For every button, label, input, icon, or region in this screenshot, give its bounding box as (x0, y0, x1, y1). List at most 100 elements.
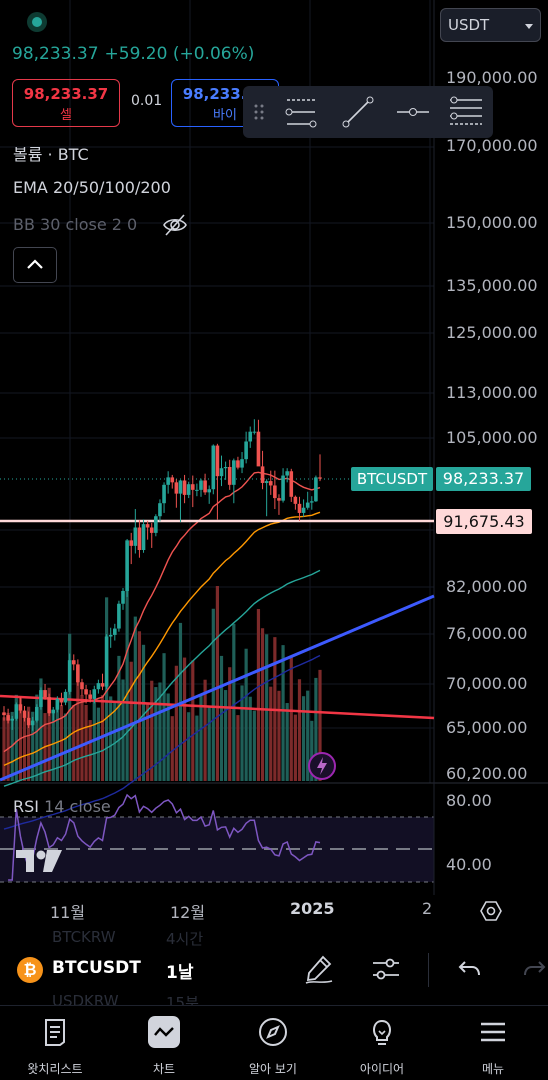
nav-item-menu[interactable]: 메뉴 (438, 1006, 548, 1080)
volume-bar (31, 711, 35, 781)
collapse-legend-button[interactable] (13, 247, 57, 283)
candle (256, 419, 261, 467)
volume-bar (117, 655, 121, 781)
nav-item-watchlist[interactable]: 왓치리스트 (0, 1006, 110, 1080)
price-tick: 113,000.00 (446, 383, 538, 402)
price-tick: 135,000.00 (446, 276, 538, 295)
menu-icon (481, 1022, 505, 1042)
eye-off-icon[interactable] (161, 211, 189, 239)
undo-icon[interactable] (452, 953, 484, 985)
price-chart[interactable] (0, 0, 548, 895)
sell-label: 셀 (60, 108, 72, 123)
interval-button[interactable]: 1날 (166, 963, 194, 983)
volume-bar (125, 589, 129, 781)
ticker-label: BTCUSDT (351, 467, 433, 491)
drag-handle-icon[interactable] (253, 102, 265, 122)
rsi-legend[interactable]: RSI 14 close (13, 797, 111, 816)
ghost-symbol: BTCKRW (52, 928, 116, 946)
bb-legend[interactable]: BB 30 close 2 0 (13, 215, 138, 234)
nav-label: 차트 (152, 1062, 176, 1076)
sell-button[interactable]: 98,233.37 셀 (12, 79, 120, 127)
indicators-sliders-icon[interactable] (370, 953, 402, 985)
candle (6, 708, 10, 724)
volume-bar (240, 685, 244, 781)
nav-item-chart[interactable]: 차트 (109, 1006, 219, 1080)
volume-bar (174, 665, 178, 781)
volume-bar (170, 716, 174, 781)
volume-bar (137, 631, 142, 781)
volume-bar (109, 696, 113, 781)
candle (223, 461, 228, 480)
candle (71, 654, 76, 671)
currency-select[interactable]: USDT (440, 8, 541, 42)
candle (195, 483, 199, 497)
rsi-tick: 80.00 (446, 791, 492, 810)
candle (178, 479, 183, 523)
chevron-up-icon (27, 259, 43, 269)
drawing-pen-icon[interactable] (303, 953, 335, 985)
lightning-icon[interactable] (307, 751, 337, 781)
symbol-search-button[interactable]: BTCUSDT (52, 958, 141, 978)
price-tick: 60,200.00 (446, 764, 528, 783)
candle (240, 452, 244, 474)
last-price-label: 98,233.37 (436, 467, 531, 491)
candle (76, 659, 80, 686)
candle (30, 716, 35, 731)
volume-bar (232, 623, 236, 781)
candle (289, 468, 294, 502)
volume-bar (51, 712, 55, 781)
candle (268, 470, 273, 495)
candle (121, 588, 125, 610)
volume-bar (141, 644, 146, 781)
volume-bar (121, 679, 125, 781)
chevron-down-icon (525, 24, 533, 29)
candle (281, 468, 285, 503)
volume-bar (248, 696, 252, 781)
volume-bar (88, 720, 92, 781)
candle (35, 704, 39, 723)
time-label: 2025 (290, 899, 335, 918)
trend-line-tool-icon[interactable] (338, 94, 378, 130)
volume-bar (182, 657, 187, 781)
ema-100-line (3, 569, 321, 787)
chart-settings-icon[interactable] (479, 899, 503, 923)
fib-retracement-tool-icon[interactable] (446, 94, 486, 130)
price-tick: 150,000.00 (446, 213, 538, 232)
candle (149, 522, 154, 548)
volume-bar (244, 648, 248, 781)
horizontal-line-price-label[interactable]: 91,675.43 (436, 509, 532, 534)
time-label: 2 (422, 899, 433, 918)
candle (113, 623, 117, 641)
candle (43, 684, 47, 700)
candle (137, 520, 142, 558)
candle (84, 684, 88, 704)
redo-icon[interactable] (520, 953, 548, 985)
nav-item-explore[interactable]: 알아 보기 (218, 1006, 328, 1080)
chart-area[interactable]: 98,233.37 +59.20 (+0.06%) 98,233.37 셀 0.0… (0, 0, 548, 922)
ema-legend[interactable]: EMA 20/50/100/200 (13, 178, 171, 197)
candle (92, 685, 97, 704)
volume-bar (59, 705, 64, 781)
volume-bar (22, 714, 27, 781)
volume-bar (285, 703, 289, 781)
price-tick: 76,000.00 (446, 624, 528, 643)
horizontal-line-tool-icon[interactable] (393, 94, 433, 130)
volume-bar (199, 694, 203, 781)
volume-bar (252, 710, 256, 781)
candle (309, 496, 314, 510)
ema-20-line (3, 471, 321, 753)
candle (145, 520, 150, 540)
volume-legend[interactable]: 볼륨 · BTC (13, 145, 89, 164)
volume-bar (63, 713, 68, 781)
candle (63, 689, 68, 706)
volume-bar (207, 705, 211, 781)
rsi-label: RSI (13, 797, 39, 816)
candle (117, 600, 121, 632)
ghost-interval: 4시간 (166, 930, 204, 948)
bottom-nav: 왓치리스트 차트 알아 보기 아이디어 메뉴 (0, 1005, 548, 1080)
nav-item-ideas[interactable]: 아이디어 (327, 1006, 437, 1080)
parallel-channel-tool-icon[interactable] (281, 94, 321, 130)
candle (51, 706, 56, 721)
volume-bar (211, 608, 215, 781)
candle (232, 458, 236, 504)
